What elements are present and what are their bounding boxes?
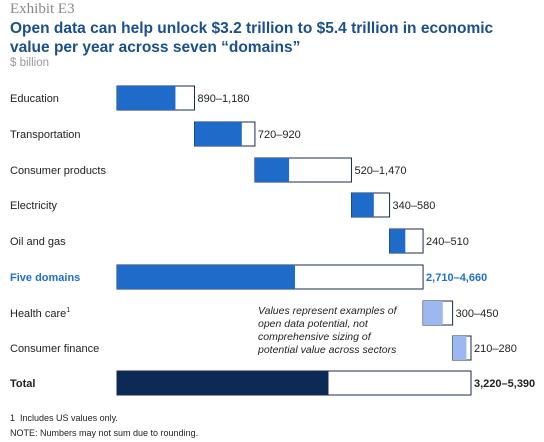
range-label-total: 3,220–5,390 [474,378,535,390]
range-label-five-domains: 2,710–4,660 [426,272,487,284]
range-label-consumer-finance: 210–280 [474,343,517,355]
category-superscript-health-care: 1 [66,307,70,314]
exhibit-label: Exhibit E3 [10,1,75,17]
footnote-2: NOTE: Numbers may not sum due to roundin… [10,428,199,438]
footnote-1: 1 Includes US values only. [10,413,118,423]
footnote-1-text: Includes US values only. [20,413,118,423]
annotation-line-1: Values represent examples of [258,305,398,317]
unit-label: $ billion [10,57,49,69]
chart-title: Open data can help unlock $3.2 trillion … [10,20,494,56]
footnote-1-marker: 1 [10,413,16,423]
category-label-education: Education [10,93,59,105]
bar-low-total [117,371,329,395]
bar-low-electricity [351,193,374,217]
category-label-oil-and-gas: Oil and gas [10,236,66,248]
bar-low-consumer-finance [452,336,467,360]
range-label-consumer-products: 520–1,470 [354,165,406,177]
category-label-total: Total [10,378,35,390]
category-label-health-care: Health care1 [10,307,70,320]
range-label-health-care: 300–450 [456,308,499,320]
bar-low-oil-and-gas [389,229,406,253]
category-label-five-domains: Five domains [10,272,80,284]
bar-low-transportation [194,122,242,146]
category-label-electricity: Electricity [10,200,58,212]
annotation-line-3: comprehensive sizing of [258,331,372,343]
bar-low-five-domains [117,265,295,289]
bar-low-health-care [423,301,443,325]
range-label-oil-and-gas: 240–510 [426,236,469,248]
annotation-line-2: open data potential, not [258,318,369,330]
bar-low-consumer-products [254,158,290,182]
range-label-electricity: 340–580 [393,200,436,212]
bar-low-education [117,86,176,110]
chart-rows: Education 890–1,180 Transportation 720–920 C… [10,85,535,396]
annotation-line-4: potential value across sectors [257,344,397,356]
range-label-transportation: 720–920 [258,129,301,141]
range-label-education: 890–1,180 [197,93,249,105]
category-label-transportation: Transportation [10,129,81,141]
category-label-consumer-products: Consumer products [10,165,106,177]
category-label-consumer-finance: Consumer finance [10,343,99,355]
